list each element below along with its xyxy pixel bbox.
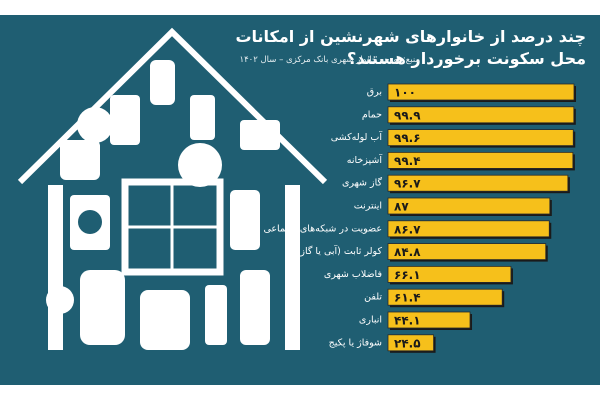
bar	[387, 197, 551, 215]
source-note: منبع: بودجه خانوار شهری بانک مرکزی – سال…	[239, 55, 420, 65]
bar	[387, 174, 569, 192]
value-label: ۸۶.۷	[394, 222, 421, 236]
value-label: ۹۹.۴	[394, 154, 421, 168]
category-label: اینترنت	[354, 201, 382, 212]
bar	[387, 334, 434, 352]
category-label: فاضلاب شهری	[324, 269, 382, 280]
category-label: آشپزخانه	[347, 153, 383, 166]
bar	[387, 311, 471, 329]
category-label: برق	[367, 87, 382, 98]
value-label: ۱۰۰	[394, 86, 416, 100]
value-label: ۸۴.۸	[394, 245, 421, 259]
bar	[387, 265, 512, 283]
bar	[387, 151, 574, 169]
bar	[387, 106, 575, 124]
house-illustration	[17, 27, 328, 350]
category-label: کولر ثابت (آبی یا گازی)	[289, 244, 382, 257]
bar	[387, 243, 547, 261]
category-label: آب لوله‌کشی	[331, 130, 383, 143]
category-label: انباری	[359, 315, 382, 326]
category-label: عضویت در شبکه‌های اجتماعی	[263, 223, 382, 234]
category-label: گاز شهری	[342, 177, 383, 189]
value-label: ۶۱.۴	[394, 291, 421, 305]
bar	[387, 129, 574, 147]
value-label: ۹۹.۶	[394, 131, 421, 145]
value-label: ۲۴.۵	[394, 336, 421, 350]
bar	[387, 83, 575, 101]
value-label: ۹۶.۷	[394, 177, 421, 191]
chart-title: چند درصد از خانوارهای شهرنشین از امکانات…	[235, 27, 586, 68]
category-label: شوفاژ یا پکیج	[329, 337, 382, 348]
value-label: ۹۹.۹	[394, 108, 421, 122]
bar	[387, 288, 503, 306]
value-label: ۶۶.۱	[394, 268, 421, 282]
bar	[387, 220, 550, 238]
value-label: ۸۷	[394, 200, 409, 214]
value-label: ۴۴.۱	[394, 314, 421, 328]
category-label: حمام	[362, 109, 382, 120]
category-label: تلفن	[364, 292, 382, 303]
